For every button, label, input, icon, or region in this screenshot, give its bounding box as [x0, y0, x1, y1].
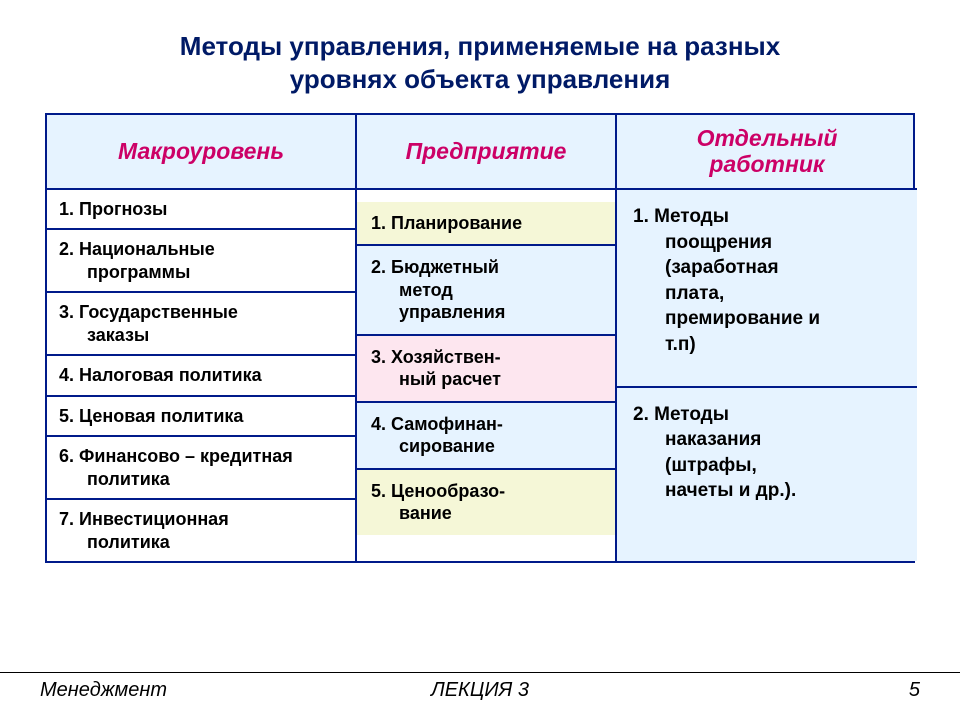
slide: Методы управления, применяемые на разных… [0, 0, 960, 720]
header-worker-l1: Отдельный [697, 125, 838, 151]
enterprise-item: 2. Бюджетный метод управления [357, 246, 615, 336]
header-worker: Отдельный работник [617, 115, 917, 190]
enterprise-item: 3. Хозяйствен- ный расчет [357, 336, 615, 403]
worker-item: 2. Методы наказания (штрафы, начеты и др… [617, 388, 917, 562]
footer-left: Менеджмент [40, 679, 333, 702]
enterprise-item: 4. Самофинан- сирование [357, 403, 615, 470]
macro-item: 1. Прогнозы [47, 190, 355, 231]
title-line1: Методы управления, применяемые на разных [180, 31, 780, 61]
macro-item: 2. Национальные программы [47, 230, 355, 293]
header-worker-l2: работник [709, 151, 824, 177]
enterprise-item: 5. Ценообразо- вание [357, 470, 615, 535]
col-macro: 1. Прогнозы 2. Национальные программы 3.… [47, 190, 357, 562]
slide-footer: Менеджмент ЛЕКЦИЯ 3 5 [0, 672, 960, 702]
macro-item: 6. Финансово – кредитная политика [47, 437, 355, 500]
header-macro: Макроуровень [47, 115, 357, 190]
footer-center: ЛЕКЦИЯ 3 [333, 679, 626, 702]
macro-item: 7. Инвестиционная политика [47, 500, 355, 561]
macro-item: 3. Государственные заказы [47, 293, 355, 356]
macro-item: 4. Налоговая политика [47, 356, 355, 397]
footer-right: 5 [627, 679, 920, 702]
table-header-row: Макроуровень Предприятие Отдельный работ… [47, 115, 913, 190]
slide-title: Методы управления, применяемые на разных… [70, 30, 890, 95]
header-enterprise: Предприятие [357, 115, 617, 190]
macro-item: 5. Ценовая политика [47, 397, 355, 438]
table-body: 1. Прогнозы 2. Национальные программы 3.… [47, 190, 913, 562]
title-line2: уровнях объекта управления [290, 64, 671, 94]
col-worker: 1. Методы поощрения (заработная плата, п… [617, 190, 917, 562]
methods-table: Макроуровень Предприятие Отдельный работ… [45, 113, 915, 563]
worker-item: 1. Методы поощрения (заработная плата, п… [617, 190, 917, 388]
col-enterprise: 1. Планирование 2. Бюджетный метод управ… [357, 190, 617, 562]
enterprise-item: 1. Планирование [357, 202, 615, 247]
